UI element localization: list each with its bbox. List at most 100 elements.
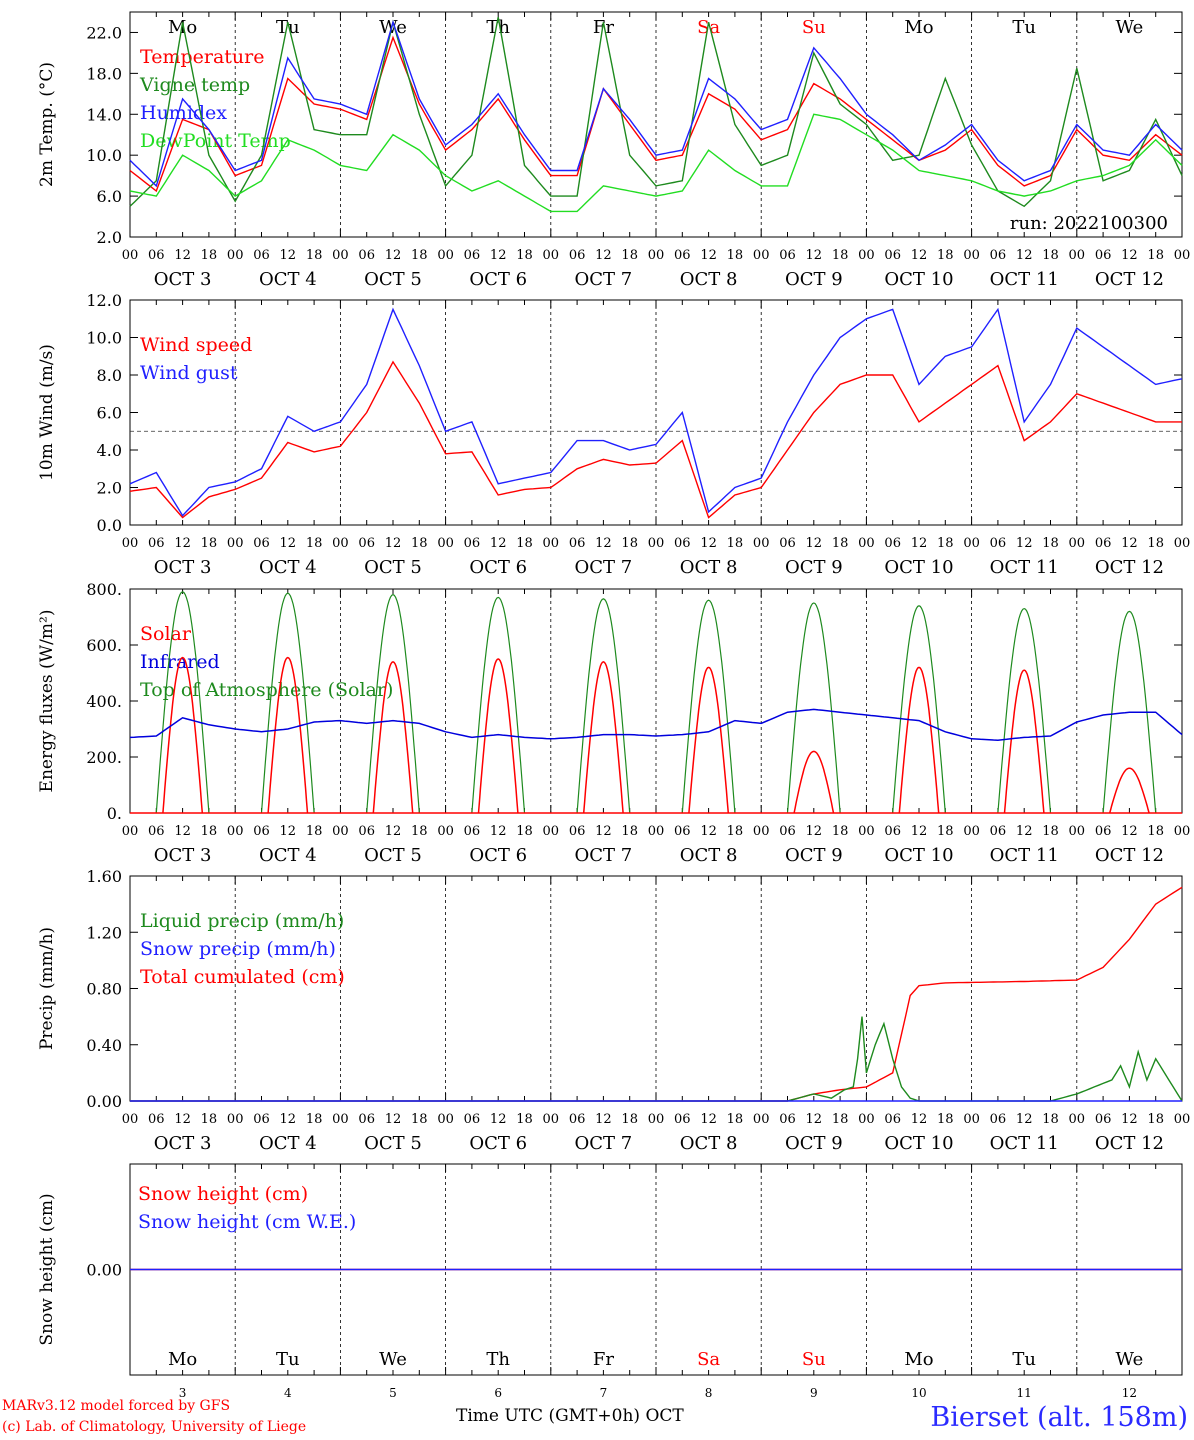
hour-label: 00 xyxy=(753,1112,770,1127)
hour-label: 06 xyxy=(1095,1112,1112,1127)
day-label: Su xyxy=(802,1349,826,1370)
hour-label: 12 xyxy=(490,824,507,839)
day-number: 11 xyxy=(1017,1386,1032,1400)
hour-label: 12 xyxy=(490,536,507,551)
y-tick-label: 10.0 xyxy=(86,329,122,348)
hour-label: 18 xyxy=(832,1112,849,1127)
hour-label: 18 xyxy=(201,1112,218,1127)
solar-curve xyxy=(688,666,730,814)
date-label: OCT 10 xyxy=(884,557,953,578)
hour-label: 12 xyxy=(280,248,297,263)
y-tick-label: 800. xyxy=(86,580,122,599)
hour-label: 12 xyxy=(490,248,507,263)
hour-label: 00 xyxy=(437,1112,454,1127)
date-label: OCT 9 xyxy=(785,269,843,290)
hour-label: 00 xyxy=(963,248,980,263)
panel-frame xyxy=(129,588,1183,814)
day-label: Mo xyxy=(168,1349,197,1370)
toa-curve xyxy=(786,602,841,814)
hour-label: 18 xyxy=(727,248,744,263)
hour-label: 06 xyxy=(1095,824,1112,839)
hour-label: 12 xyxy=(1016,824,1033,839)
day-number: 12 xyxy=(1122,1386,1137,1400)
legend-solar: Solar xyxy=(140,623,192,645)
hour-label: 18 xyxy=(516,824,533,839)
hour-label: 18 xyxy=(1147,536,1164,551)
date-label: OCT 11 xyxy=(990,269,1059,290)
hour-label: 18 xyxy=(1042,824,1059,839)
y-tick-label: 0.00 xyxy=(86,1092,122,1111)
day-label: Mo xyxy=(904,17,933,38)
hour-label: 00 xyxy=(122,824,139,839)
hour-label: 06 xyxy=(674,536,691,551)
day-label: Su xyxy=(802,17,826,38)
hour-label: 00 xyxy=(858,536,875,551)
hour-label: 12 xyxy=(911,248,928,263)
hour-label: 12 xyxy=(1121,248,1138,263)
day-number: 8 xyxy=(705,1386,713,1400)
y-tick-label: 14.0 xyxy=(86,105,122,124)
hour-label: 12 xyxy=(280,824,297,839)
solar-curve xyxy=(267,656,309,814)
legend-snow-height-cm-w-e: Snow height (cm W.E.) xyxy=(138,1211,356,1233)
hour-label: 18 xyxy=(516,536,533,551)
date-label: OCT 7 xyxy=(575,269,633,290)
date-label: OCT 11 xyxy=(990,557,1059,578)
hour-label: 00 xyxy=(227,248,244,263)
day-label: Mo xyxy=(904,1349,933,1370)
legend-liquid-precip-mm-h: Liquid precip (mm/h) xyxy=(140,910,344,932)
hour-label: 00 xyxy=(1174,536,1191,551)
hour-label: 12 xyxy=(700,536,717,551)
legend-wind-gust: Wind gust xyxy=(140,362,238,384)
legend-snow-precip-mm-h: Snow precip (mm/h) xyxy=(140,938,336,960)
day-label: Fr xyxy=(593,1349,614,1370)
hour-label: 18 xyxy=(1042,536,1059,551)
hour-label: 18 xyxy=(832,824,849,839)
hour-label: 12 xyxy=(385,824,402,839)
legend-humidex: Humidex xyxy=(140,102,227,124)
hour-label: 00 xyxy=(332,824,349,839)
day-label: Tu xyxy=(1012,17,1036,38)
date-label: OCT 7 xyxy=(575,845,633,866)
date-label: OCT 10 xyxy=(884,845,953,866)
hour-label: 18 xyxy=(1147,248,1164,263)
date-label: OCT 8 xyxy=(680,557,738,578)
hour-label: 00 xyxy=(963,1112,980,1127)
panel-2: 0.0 2.0 4.0 6.0 8.0 10.0 12.0 10m Wind (m/s) 00 0… xyxy=(37,291,1190,578)
day-label: We xyxy=(379,17,407,38)
y-tick-label: 1.60 xyxy=(86,867,122,886)
hour-label: 18 xyxy=(411,248,428,263)
hour-label: 00 xyxy=(437,824,454,839)
toa-curve xyxy=(471,596,526,814)
hour-label: 18 xyxy=(832,536,849,551)
hour-label: 00 xyxy=(437,248,454,263)
date-label: OCT 5 xyxy=(364,557,422,578)
hour-label: 00 xyxy=(1069,248,1086,263)
hour-label: 06 xyxy=(569,248,586,263)
toa-curve xyxy=(892,605,946,814)
date-label: OCT 5 xyxy=(364,1133,422,1154)
hour-label: 06 xyxy=(358,536,375,551)
hour-label: 18 xyxy=(516,248,533,263)
hour-label: 00 xyxy=(963,536,980,551)
date-label: OCT 8 xyxy=(680,269,738,290)
month-label: OCT xyxy=(645,1406,684,1426)
hour-label: 18 xyxy=(306,1112,323,1127)
series-wind-gust xyxy=(129,307,1183,517)
hour-label: 06 xyxy=(990,824,1007,839)
hour-label: 06 xyxy=(990,248,1007,263)
hour-label: 06 xyxy=(464,1112,481,1127)
hour-label: 18 xyxy=(411,824,428,839)
hour-label: 00 xyxy=(858,248,875,263)
hour-label: 12 xyxy=(490,1112,507,1127)
hour-label: 00 xyxy=(332,536,349,551)
y-tick-label: 0.40 xyxy=(86,1036,122,1055)
hour-label: 00 xyxy=(858,824,875,839)
day-label: Sa xyxy=(697,17,720,38)
hour-label: 18 xyxy=(1042,248,1059,263)
hour-label: 00 xyxy=(543,536,560,551)
hour-label: 12 xyxy=(806,536,823,551)
y-tick-label: 8.0 xyxy=(97,366,122,385)
hour-label: 18 xyxy=(621,1112,638,1127)
y-axis-title: Energy fluxes (W/m²) xyxy=(37,610,57,793)
